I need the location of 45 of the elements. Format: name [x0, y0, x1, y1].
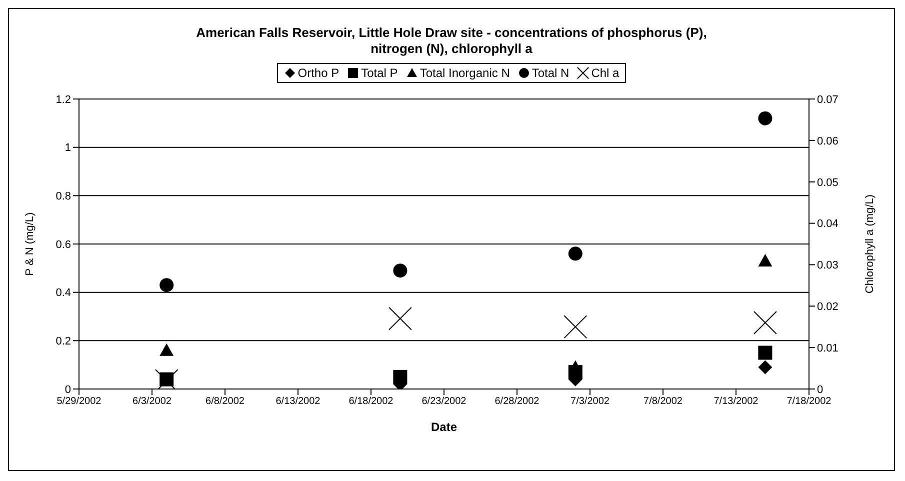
legend-label: Chl a — [591, 66, 620, 80]
y2-tick-label: 0.04 — [817, 218, 838, 230]
y2-axis-title: Chlorophyll a (mg/L) — [864, 194, 876, 294]
point — [393, 264, 408, 278]
chart-title: American Falls Reservoir, Little Hole Draw site - concentrations of phosphorus (P), nitrogen (N), chlorophyll a — [195, 25, 708, 57]
y-tick-label: 0 — [64, 384, 71, 396]
point — [758, 346, 772, 360]
x-tick-label: 5/29/2002 — [56, 396, 102, 408]
legend-label: Total P — [361, 66, 398, 80]
legend-label: Total N — [532, 66, 570, 80]
point — [160, 278, 174, 292]
y2-tick-label: 0.02 — [817, 301, 838, 314]
x-tick-label: 6/28/2002 — [494, 396, 540, 408]
y-tick-label: 0.8 — [56, 190, 71, 203]
point — [393, 370, 408, 384]
y2-tick-label: 0.01 — [817, 342, 838, 354]
point — [160, 343, 174, 356]
point — [758, 360, 772, 374]
x-tick-label: 6/8/2002 — [206, 396, 245, 408]
x-tick-label: 7/3/2002 — [570, 396, 610, 408]
y2-tick-label: 0.05 — [817, 176, 838, 189]
point — [568, 246, 582, 261]
y2-tick-label: 0.07 — [817, 94, 838, 106]
y-tick-label: 1 — [64, 142, 71, 154]
y2-tick-label: 0 — [817, 384, 824, 396]
x-tick-label: 6/23/2002 — [422, 396, 467, 408]
point — [758, 111, 772, 126]
x-tick-label: 6/13/2002 — [276, 396, 321, 408]
y2-tick-label: 0.03 — [817, 260, 838, 272]
y-tick-label: 0.4 — [56, 287, 71, 300]
x-tick-label: 7/18/2002 — [786, 396, 832, 408]
x-tick-label: 6/18/2002 — [348, 396, 394, 408]
point — [758, 254, 772, 267]
x-axis-title: Date — [430, 420, 458, 434]
y2-tick-label: 0.06 — [817, 135, 838, 148]
y-tick-label: 0.6 — [56, 238, 71, 251]
y-tick-label: 1.2 — [56, 94, 71, 106]
legend-label: Ortho P — [298, 66, 340, 80]
point — [568, 360, 582, 373]
y-tick-label: 0.2 — [56, 336, 71, 348]
y-axis-title: P & N (mg/L) — [24, 212, 36, 276]
x-tick-label: 6/3/2002 — [132, 396, 172, 408]
legend-label: Total Inorganic N — [420, 66, 510, 80]
x-tick-label: 7/8/2002 — [644, 396, 683, 408]
x-tick-label: 7/13/2002 — [714, 396, 759, 408]
